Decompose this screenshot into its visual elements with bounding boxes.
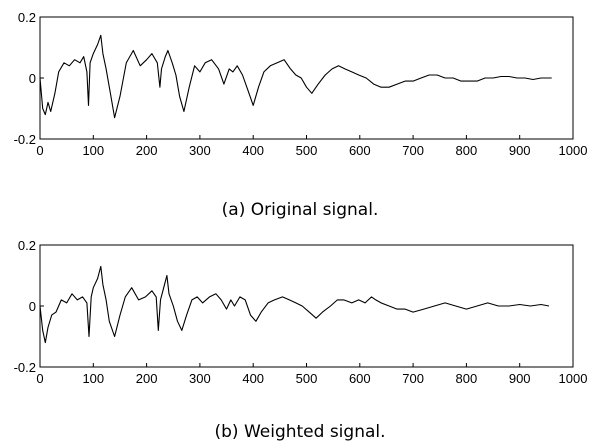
x-tick-label: 900 bbox=[509, 371, 531, 386]
y-tick-label: 0.2 bbox=[18, 10, 36, 25]
x-tick-label: 600 bbox=[349, 143, 371, 158]
x-tick-label: 100 bbox=[82, 371, 104, 386]
axes-frame bbox=[39, 244, 574, 368]
x-tick-label: 600 bbox=[349, 371, 371, 386]
x-tick-label: 200 bbox=[136, 143, 158, 158]
figure-caption: (b) Weighted signal. bbox=[214, 422, 385, 442]
x-tick-label: 700 bbox=[402, 143, 424, 158]
x-tick-label: 300 bbox=[189, 371, 211, 386]
chart-original-signal: 0 100 200 300 400 500 600 700 800 900 1000-0.200.2… bbox=[14, 10, 588, 220]
x-tick-label: 800 bbox=[456, 143, 478, 158]
x-tick-label: 500 bbox=[296, 143, 318, 158]
x-tick-label: 700 bbox=[402, 371, 424, 386]
y-tick-label: 0 bbox=[29, 71, 36, 86]
y-tick-label: -0.2 bbox=[14, 132, 36, 147]
x-tick-label: 500 bbox=[296, 371, 318, 386]
y-tick-label: 0.2 bbox=[18, 238, 36, 253]
figure-caption: (a) Original signal. bbox=[222, 200, 379, 220]
x-tick-label: 0 bbox=[36, 371, 43, 386]
x-tick-label: 1000 bbox=[559, 371, 588, 386]
x-tick-label: 1000 bbox=[559, 143, 588, 158]
x-tick-label: 200 bbox=[136, 371, 158, 386]
y-tick-label: 0 bbox=[29, 299, 36, 314]
x-tick-label: 300 bbox=[189, 143, 211, 158]
signal-trace bbox=[39, 34, 552, 119]
x-tick-label: 400 bbox=[242, 143, 264, 158]
signal-trace bbox=[39, 265, 550, 344]
chart-weighted-signal: 0 100 200 300 400 500 600 700 800 900 1000-0.200.2… bbox=[14, 238, 588, 442]
x-tick-label: 800 bbox=[456, 371, 478, 386]
x-tick-label: 900 bbox=[509, 143, 531, 158]
y-tick-label: -0.2 bbox=[14, 360, 36, 375]
x-tick-label: 100 bbox=[82, 143, 104, 158]
x-tick-label: 400 bbox=[242, 371, 264, 386]
x-tick-label: 0 bbox=[36, 143, 43, 158]
